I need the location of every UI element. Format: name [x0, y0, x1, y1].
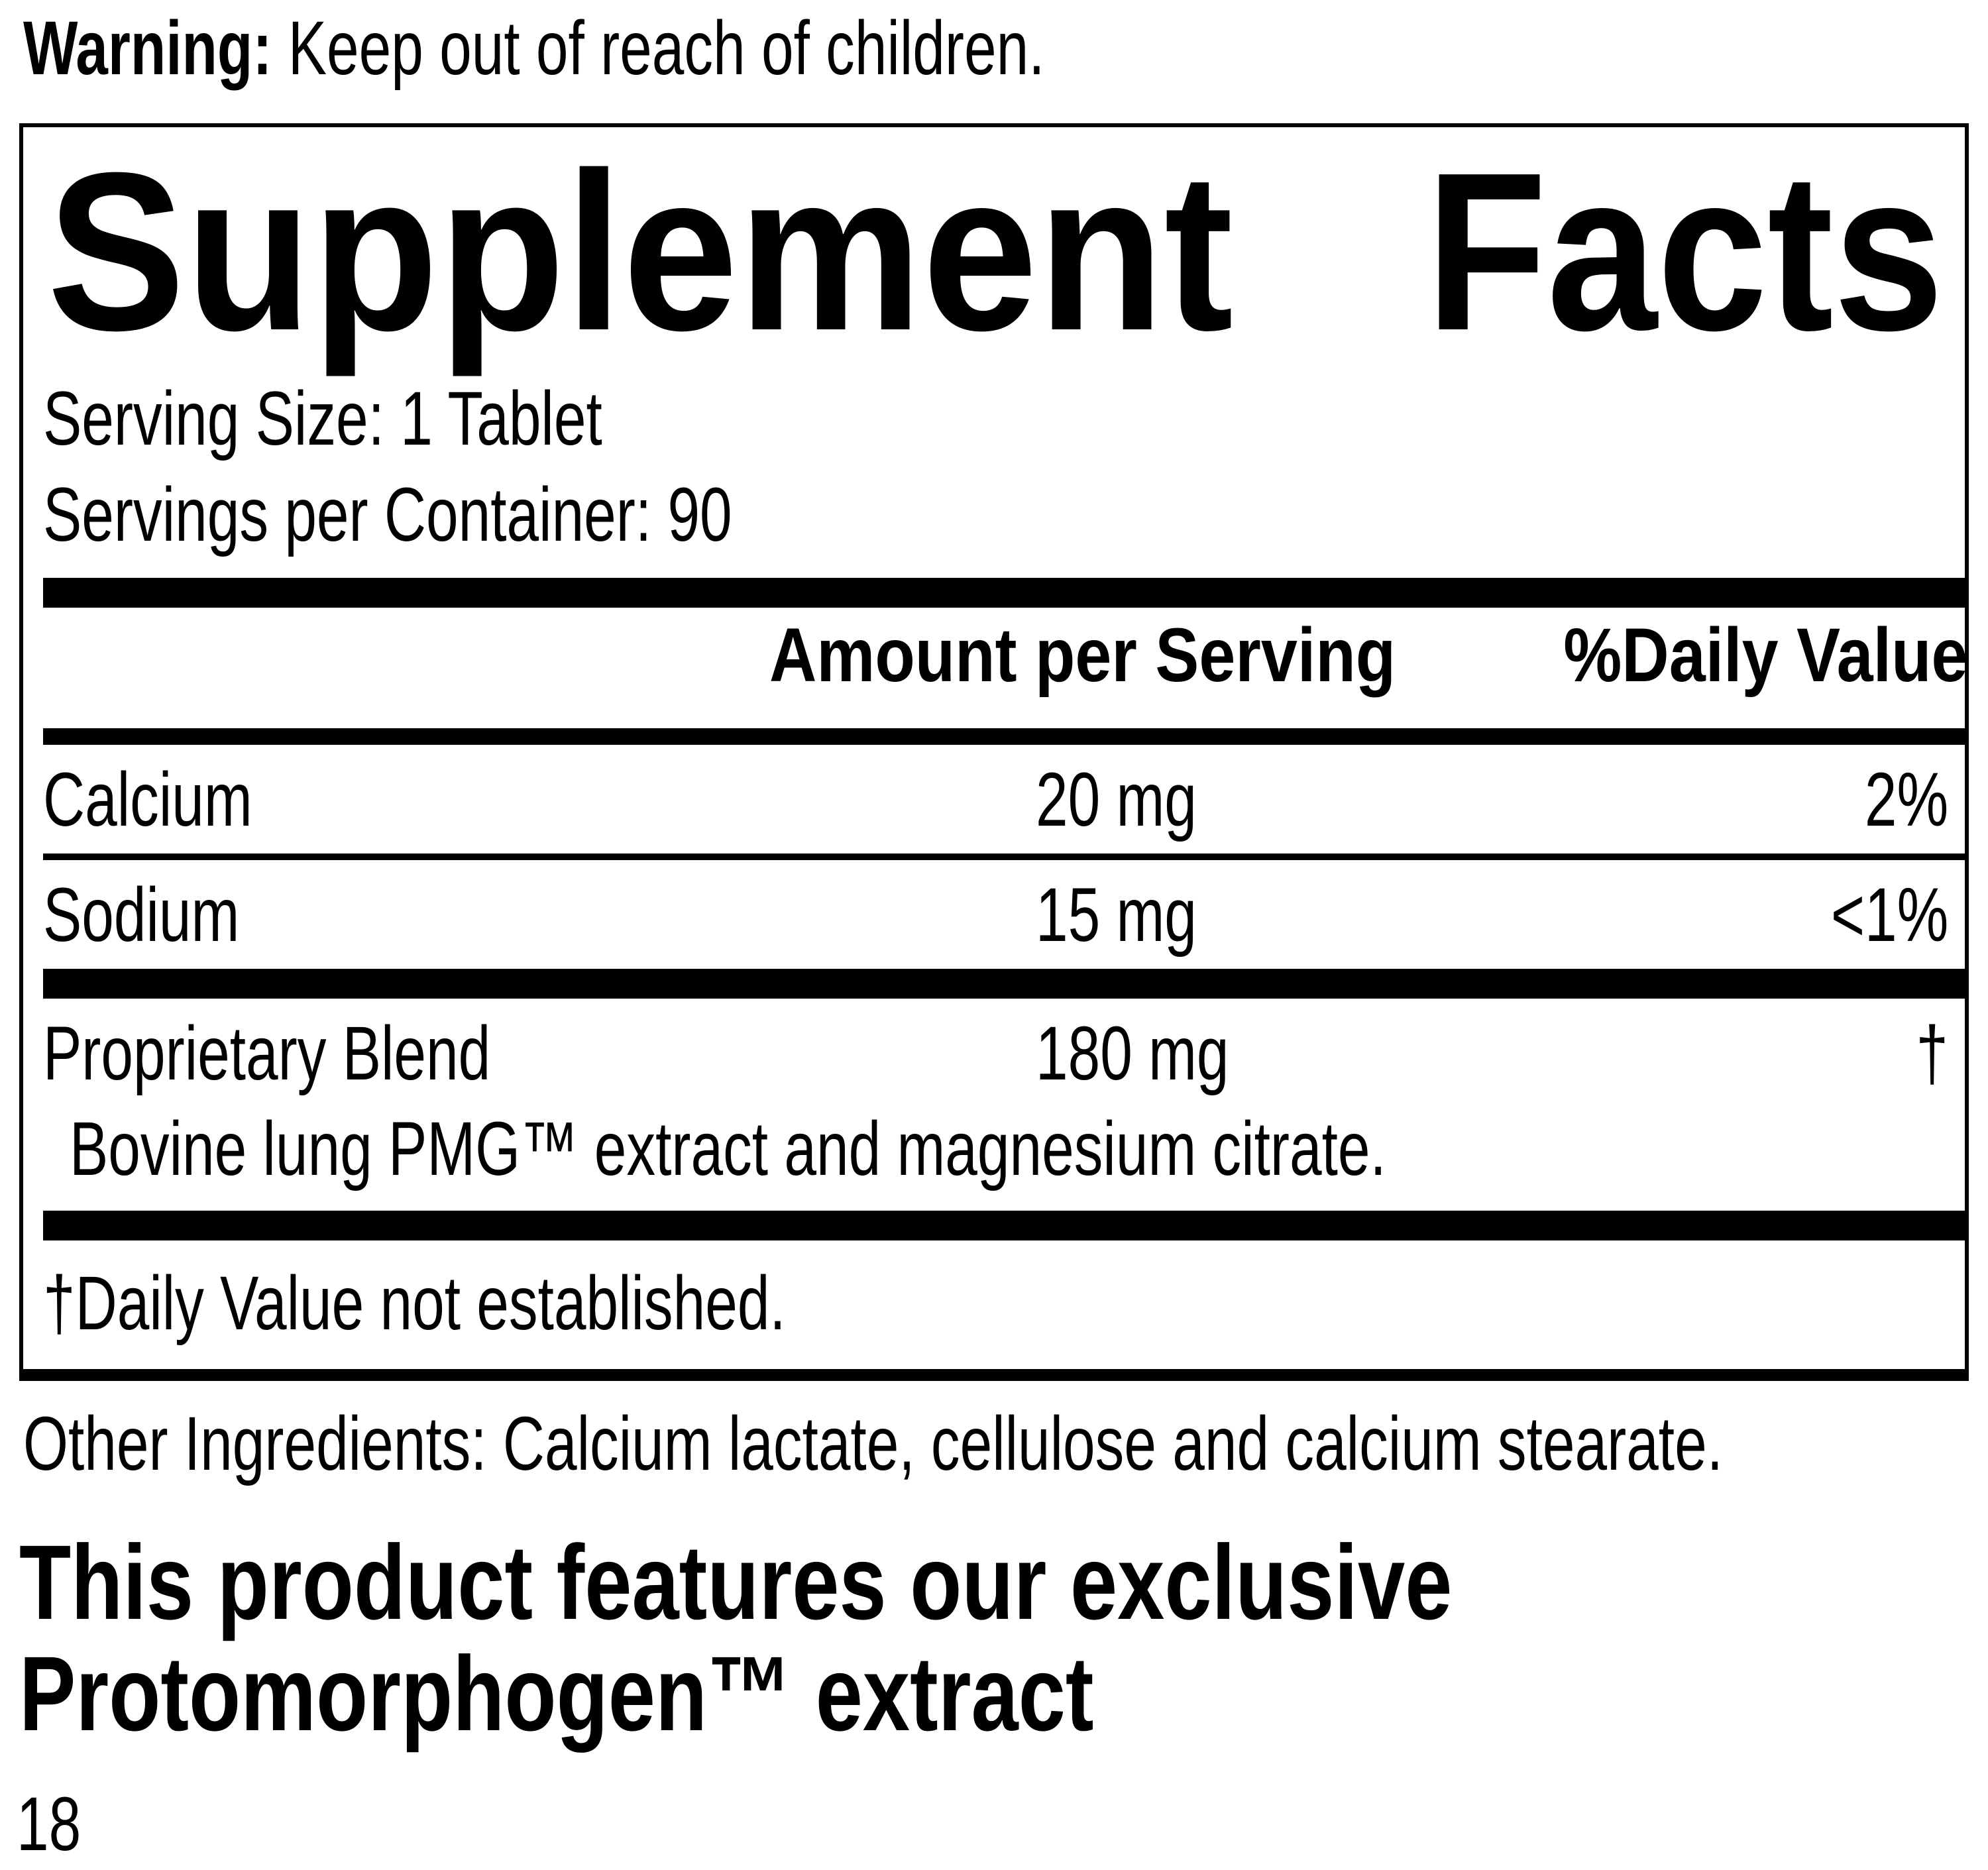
servings-per-container: Servings per Container: 90 — [43, 472, 732, 557]
supplement-facts-panel: Supplement Facts Serving Size: 1 Tablet … — [19, 123, 1969, 1381]
nutrient-row-proprietary-blend: Proprietary Blend 180 mg † — [23, 999, 1965, 1099]
feature-text: This product features our exclusive Prot… — [19, 1522, 1969, 1753]
title-word-supplement: Supplement — [47, 126, 1234, 378]
separator-bar-bottom — [43, 1210, 1965, 1240]
nutrient-name: Proprietary Blend — [43, 1011, 491, 1096]
nutrient-amount: 180 mg — [1036, 1011, 1229, 1096]
nutrient-daily-value: 2% — [1864, 757, 1948, 842]
page-number: 18 — [17, 1781, 82, 1867]
nutrient-daily-value: <1% — [1830, 872, 1948, 958]
dagger-symbol: † — [1916, 1011, 1948, 1096]
nutrient-amount: 15 mg — [1036, 872, 1197, 958]
separator-bar-header — [43, 728, 1965, 745]
nutrient-row-sodium: Sodium 15 mg <1% — [23, 860, 1965, 969]
panel-title: Supplement Facts — [23, 127, 1965, 364]
nutrient-name: Sodium — [43, 872, 240, 958]
serving-info: Serving Size: 1 Tablet Servings per Cont… — [23, 371, 1965, 563]
warning-body: Keep out of reach of children. — [288, 6, 1045, 91]
feature-text-line1: This product features our exclusive — [19, 1522, 1453, 1641]
separator-bar-top — [43, 577, 1965, 608]
title-word-facts: Facts — [1425, 126, 1944, 378]
other-ingredients-text: Other Ingredients: Calcium lactate, cell… — [23, 1401, 1723, 1486]
warning-text: Warning: Keep out of reach of children. — [23, 3, 1969, 94]
daily-value-header: %Daily Value — [1563, 612, 1968, 698]
nutrient-row-calcium: Calcium 20 mg 2% — [23, 745, 1965, 853]
feature-text-line2: Protomorphogen™ extract — [19, 1633, 1094, 1753]
daily-value-footnote: †Daily Value not established. — [43, 1260, 786, 1346]
blend-description: Bovine lung PMG™ extract and magnesium c… — [70, 1106, 1386, 1191]
nutrient-amount: 20 mg — [1036, 757, 1197, 842]
nutrient-name: Calcium — [43, 757, 252, 842]
amount-per-serving-header: Amount per Serving — [769, 612, 1396, 698]
row-divider — [43, 853, 1965, 860]
column-header-row: Amount per Serving %Daily Value — [23, 608, 1968, 701]
serving-size: Serving Size: 1 Tablet — [43, 376, 602, 461]
warning-label: Warning: — [23, 6, 272, 91]
separator-bar-mid — [43, 968, 1965, 999]
